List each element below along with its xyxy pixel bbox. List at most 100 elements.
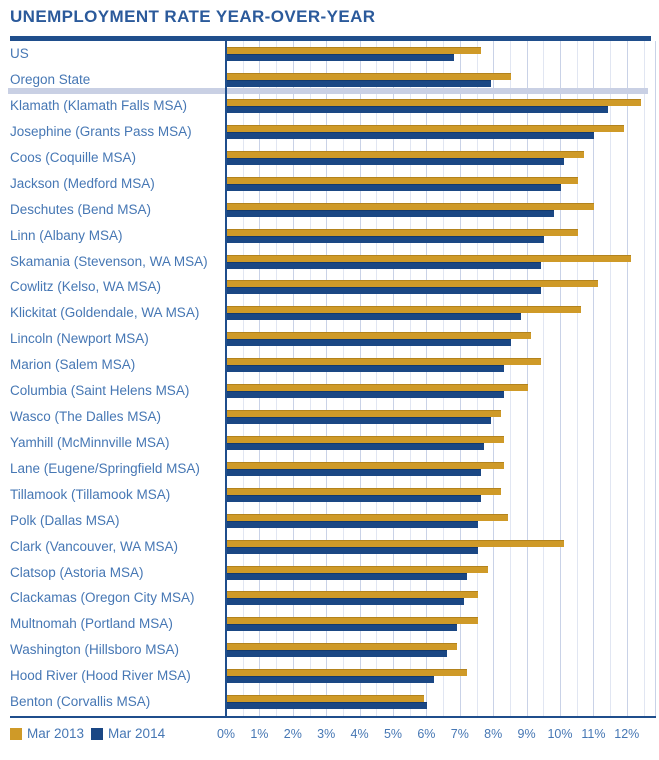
gridline-6 — [426, 41, 428, 716]
bar-mar-2013-2 — [227, 99, 642, 106]
x-tick-11pct: 11% — [581, 727, 606, 741]
gridline-8 — [493, 41, 495, 716]
row-label-clark-vancouver-wa-msa: Clark (Vancouver, WA MSA) — [10, 538, 179, 554]
bar-mar-2014-1 — [227, 80, 491, 87]
bar-mar-2014-4 — [227, 157, 565, 165]
gridline-0.5 — [242, 41, 244, 716]
x-tick-5pct: 5% — [383, 727, 403, 741]
legend-item-mar-2013: Mar 2013 — [10, 726, 84, 741]
plot-bottom-rule — [10, 716, 656, 718]
bar-mar-2014-23 — [227, 650, 448, 658]
gridline-2.5 — [309, 41, 311, 716]
state-county-separator-band — [8, 88, 648, 94]
gridline-4 — [359, 41, 361, 716]
gridline-7 — [459, 41, 461, 716]
x-tick-6pct: 6% — [417, 727, 436, 741]
row-label-hood-river-hood-river-msa: Hood River (Hood River MSA) — [10, 668, 191, 684]
bar-mar-2013-6 — [227, 202, 595, 210]
gridline-4.5 — [376, 41, 378, 716]
x-tick-12pct: 12% — [614, 727, 640, 741]
row-label-multnomah-portland-msa: Multnomah (Portland MSA) — [10, 616, 173, 632]
bar-mar-2014-11 — [227, 339, 511, 347]
bar-mar-2013-20 — [227, 565, 488, 573]
row-label-jackson-medford-msa: Jackson (Medford MSA) — [10, 175, 155, 191]
gridline-1.5 — [276, 41, 278, 716]
bar-mar-2014-6 — [227, 209, 555, 217]
x-tick-10pct: 10% — [547, 727, 573, 741]
bar-mar-2014-15 — [227, 442, 485, 450]
title-rule — [10, 36, 651, 41]
bar-mar-2014-20 — [227, 572, 468, 580]
bar-mar-2014-5 — [227, 183, 561, 191]
bar-mar-2013-23 — [227, 643, 458, 651]
plot-left-border — [225, 41, 227, 717]
x-tick-8pct: 8% — [484, 727, 503, 741]
bar-mar-2013-25 — [227, 695, 425, 703]
bar-mar-2013-24 — [227, 669, 468, 677]
row-label-polk-dallas-msa: Polk (Dallas MSA) — [10, 512, 120, 528]
legend-label-mar-2014: Mar 2014 — [108, 726, 166, 741]
row-label-wasco-the-dalles-msa: Wasco (The Dalles MSA) — [10, 409, 162, 425]
bar-mar-2014-8 — [227, 261, 541, 269]
gridline-2 — [292, 41, 294, 716]
bar-mar-2013-19 — [227, 539, 565, 547]
row-label-skamania-stevenson-wa-msa: Skamania (Stevenson, WA MSA) — [10, 253, 208, 269]
bar-mar-2013-11 — [227, 332, 531, 340]
legend-swatch-navy — [91, 727, 104, 740]
bar-mar-2013-12 — [227, 358, 541, 366]
gridline-5.5 — [409, 41, 411, 716]
bar-mar-2013-3 — [227, 124, 625, 132]
gridline-12 — [626, 41, 628, 716]
bar-mar-2013-21 — [227, 591, 478, 599]
gridline-11 — [593, 41, 595, 716]
bar-mar-2013-4 — [227, 150, 585, 158]
legend-label-mar-2013: Mar 2013 — [27, 726, 85, 741]
row-label-cowlitz-kelso-wa-msa: Cowlitz (Kelso, WA MSA) — [10, 279, 162, 295]
bar-mar-2013-1 — [227, 73, 511, 80]
row-label-klickitat-goldendale-wa-msa: Klickitat (Goldendale, WA MSA) — [10, 305, 200, 321]
bar-mar-2014-2 — [227, 106, 608, 113]
bar-mar-2013-10 — [227, 306, 582, 314]
gridline-11.5 — [610, 41, 612, 716]
gridline-6.5 — [443, 41, 445, 716]
row-label-yamhill-mcminnville-msa: Yamhill (McMinnville MSA) — [10, 434, 170, 450]
row-label-tillamook-tillamook-msa: Tillamook (Tillamook MSA) — [10, 486, 171, 502]
bar-mar-2014-14 — [227, 417, 491, 425]
bar-mar-2014-10 — [227, 313, 521, 321]
legend-swatch-gold — [10, 727, 22, 740]
bar-mar-2014-25 — [227, 702, 428, 710]
plot-right-border — [655, 41, 656, 717]
bar-mar-2013-5 — [227, 176, 578, 184]
bar-mar-2014-21 — [227, 598, 465, 606]
bar-mar-2013-9 — [227, 280, 598, 288]
row-label-josephine-grants-pass-msa: Josephine (Grants Pass MSA) — [10, 123, 192, 139]
bar-mar-2014-9 — [227, 287, 541, 295]
gridline-9 — [526, 41, 528, 716]
x-tick-0pct: 0% — [216, 727, 236, 741]
gridline-10 — [560, 41, 561, 716]
legend-item-mar-2014: Mar 2014 — [91, 726, 165, 741]
gridline-7.5 — [476, 41, 478, 716]
bar-mar-2014-12 — [227, 365, 505, 373]
bar-mar-2013-18 — [227, 513, 508, 521]
gridline-10.5 — [576, 41, 578, 716]
x-tick-9pct: 9% — [517, 727, 536, 741]
bar-mar-2013-0 — [227, 47, 481, 54]
bar-mar-2014-13 — [227, 391, 505, 399]
bar-mar-2013-16 — [227, 461, 505, 469]
row-label-clatsop-astoria-msa: Clatsop (Astoria MSA) — [10, 564, 144, 580]
bar-mar-2014-18 — [227, 520, 478, 528]
bar-mar-2014-7 — [227, 235, 545, 243]
bar-mar-2013-15 — [227, 435, 505, 443]
bar-mar-2013-17 — [227, 487, 501, 495]
bar-mar-2014-19 — [227, 546, 478, 554]
row-label-linn-albany-msa: Linn (Albany MSA) — [10, 227, 123, 243]
gridline-8.5 — [509, 41, 511, 716]
bar-mar-2013-14 — [227, 410, 501, 418]
bar-mar-2014-17 — [227, 494, 481, 502]
row-label-columbia-saint-helens-msa: Columbia (Saint Helens MSA) — [10, 383, 190, 399]
row-label-klamath-klamath-falls-msa: Klamath (Klamath Falls MSA) — [10, 98, 188, 113]
row-label-us: US — [10, 46, 29, 61]
bar-mar-2013-13 — [227, 384, 528, 392]
